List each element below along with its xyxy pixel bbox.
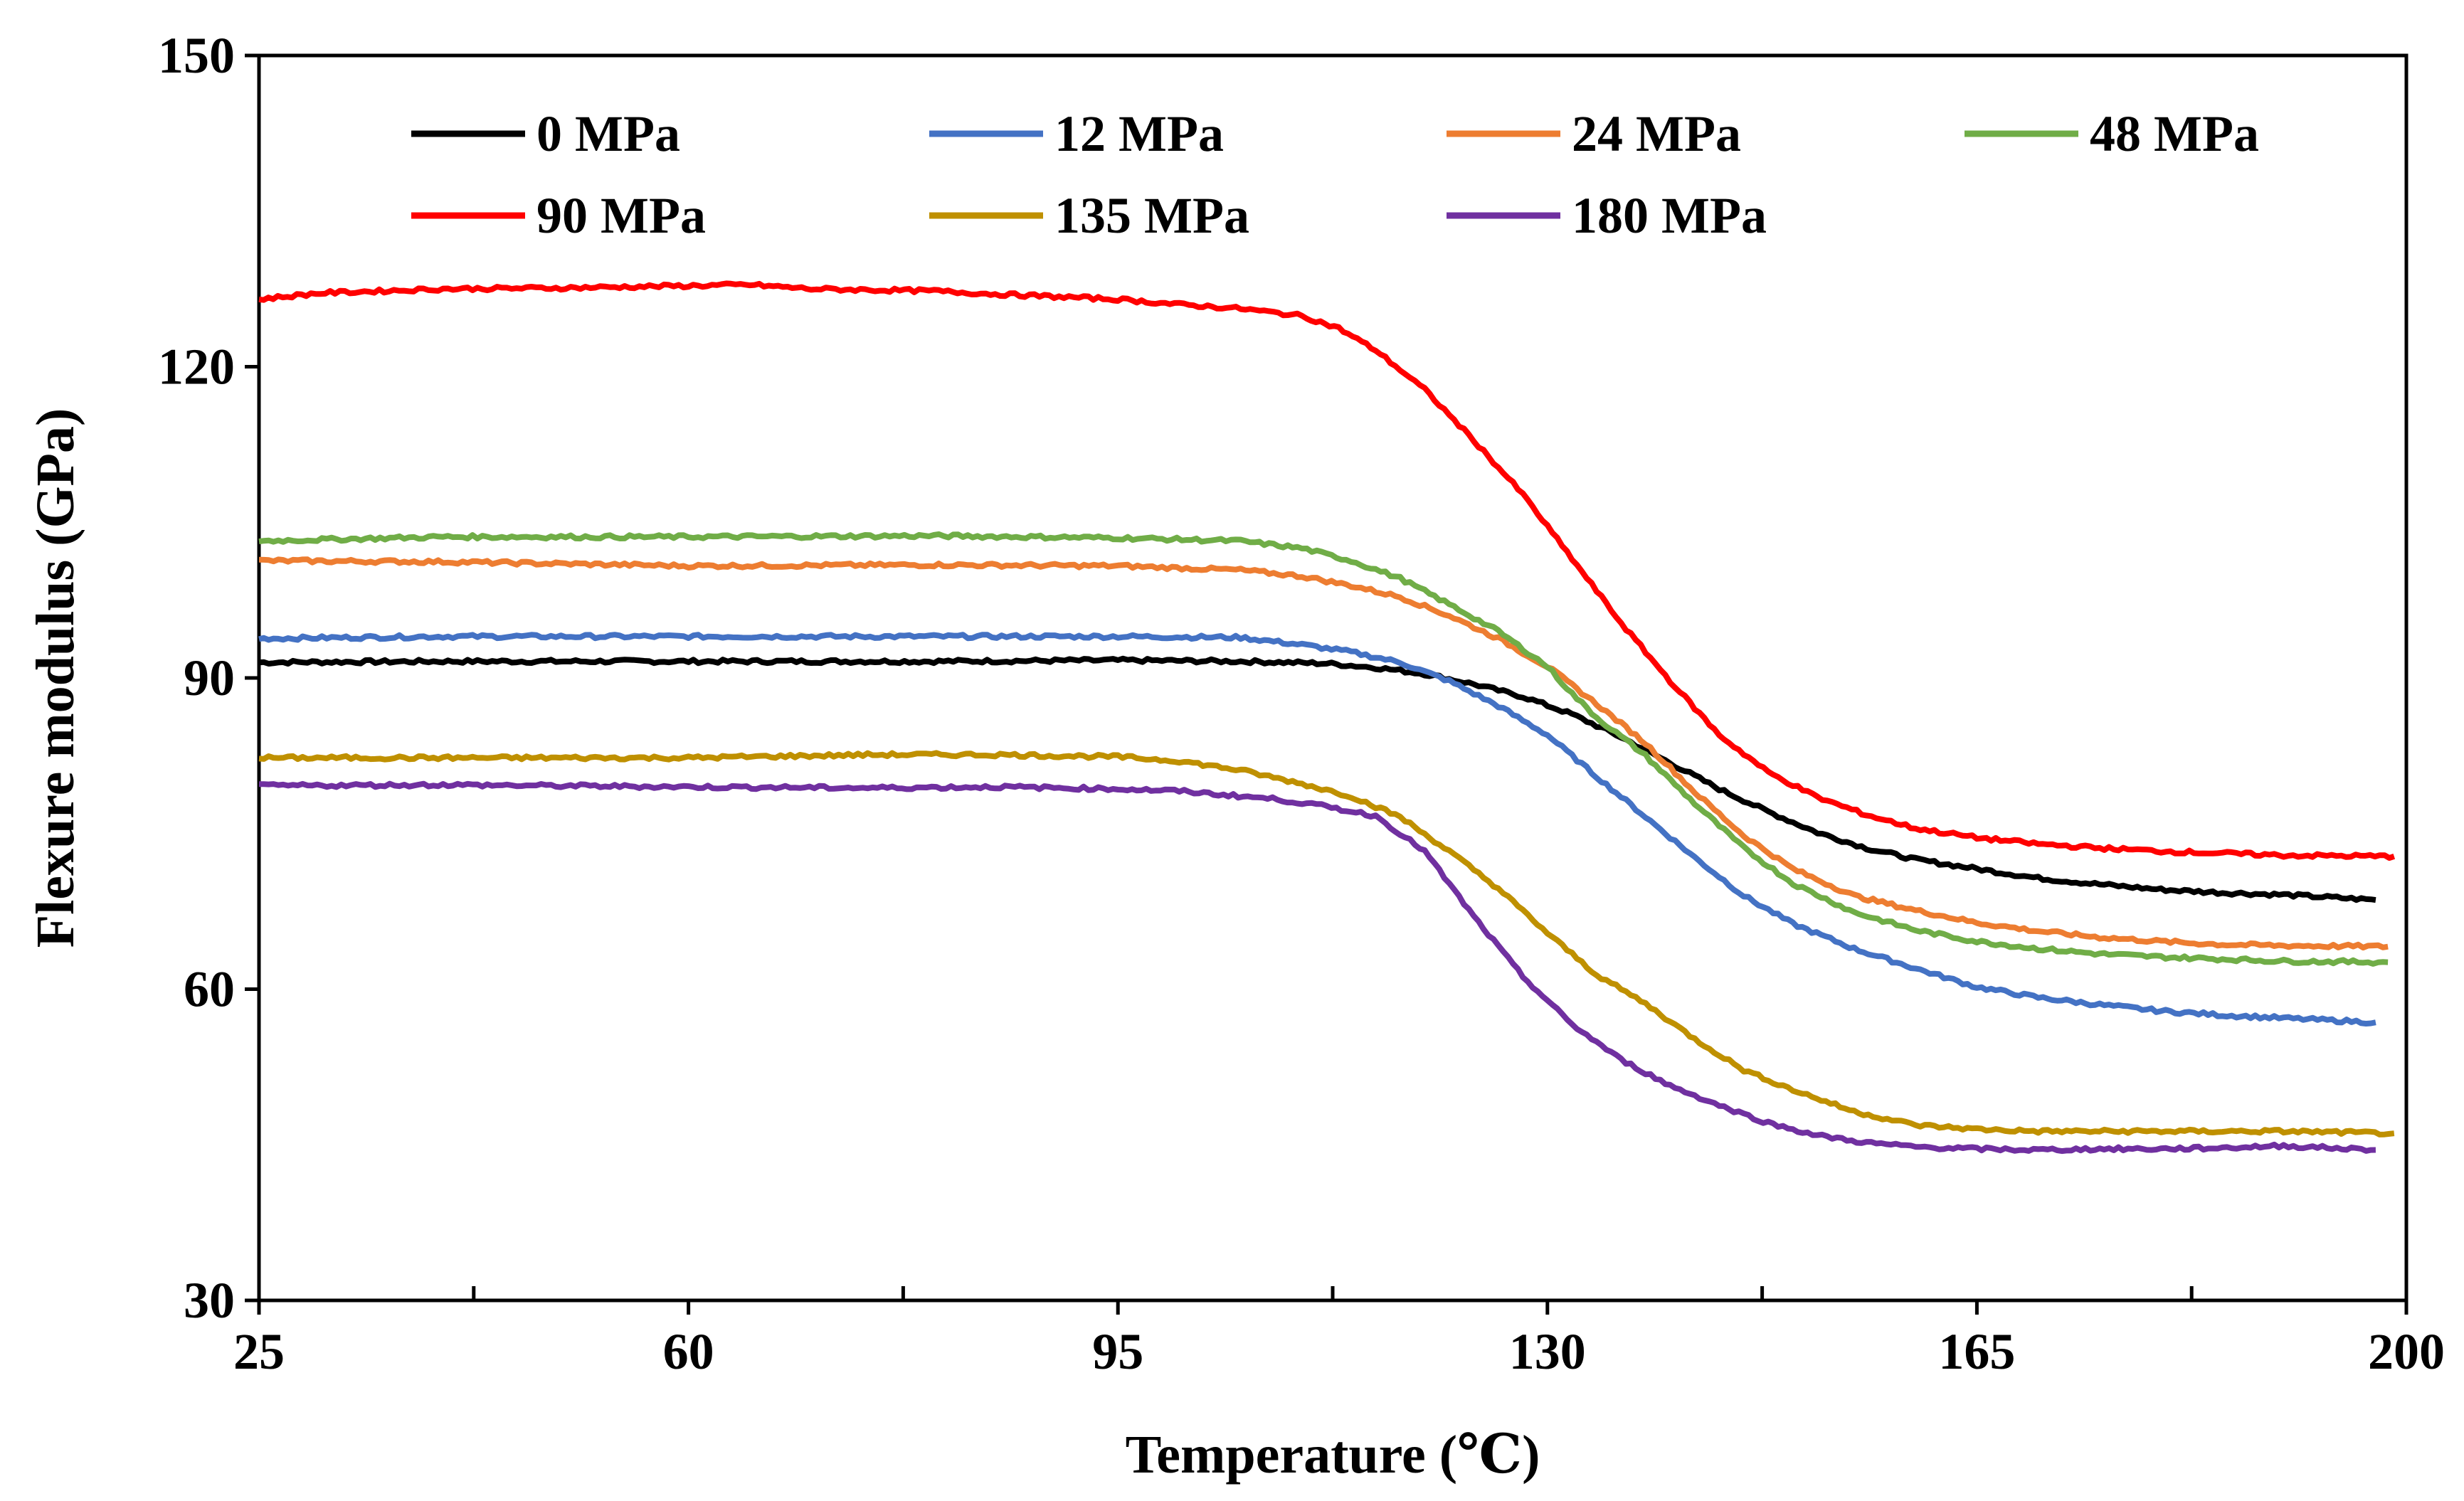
series-lines	[258, 280, 2396, 1155]
y-tick-label: 90	[184, 649, 235, 706]
legend-label: 24 MPa	[1572, 105, 1741, 162]
series-line-24-mpa	[258, 556, 2389, 951]
legend-label: 0 MPa	[536, 105, 680, 162]
series-line-0-mpa	[258, 655, 2376, 903]
plot-area	[257, 53, 2409, 1303]
x-axis-title: Temperature (℃)	[1126, 1425, 1540, 1485]
y-tick-label: 60	[184, 961, 235, 1018]
legend-label: 90 MPa	[536, 187, 706, 244]
y-tick-label: 120	[158, 339, 235, 396]
series-line-135-mpa	[258, 750, 2395, 1137]
series-line-12-mpa	[258, 632, 2376, 1027]
x-tick-label: 60	[663, 1323, 714, 1380]
legend-label: 135 MPa	[1054, 187, 1249, 244]
legend-label: 12 MPa	[1054, 105, 1224, 162]
y-tick-label: 150	[158, 27, 235, 84]
x-tick-label: 200	[2368, 1323, 2445, 1380]
x-axis: 25 60 95 130 165 200	[233, 1286, 2445, 1380]
series-line-48-mpa	[258, 531, 2389, 967]
legend-label: 180 MPa	[1572, 187, 1767, 244]
series-line-180-mpa	[258, 780, 2376, 1155]
x-tick-label: 95	[1092, 1323, 1143, 1380]
series-line-90-mpa	[258, 280, 2396, 861]
x-tick-label: 130	[1509, 1323, 1586, 1380]
x-tick-label: 25	[233, 1323, 285, 1380]
legend: 0 MPa 12 MPa 24 MPa 48 MPa 90 MPa 135 MPa 180 …	[411, 105, 2259, 244]
y-axis: 30 60 90 120 150	[158, 27, 259, 1329]
legend-label: 48 MPa	[2090, 105, 2259, 162]
x-tick-label: 165	[1938, 1323, 2015, 1380]
y-tick-label: 30	[184, 1272, 235, 1329]
y-axis-title: Flexure modulus (GPa)	[26, 408, 85, 948]
